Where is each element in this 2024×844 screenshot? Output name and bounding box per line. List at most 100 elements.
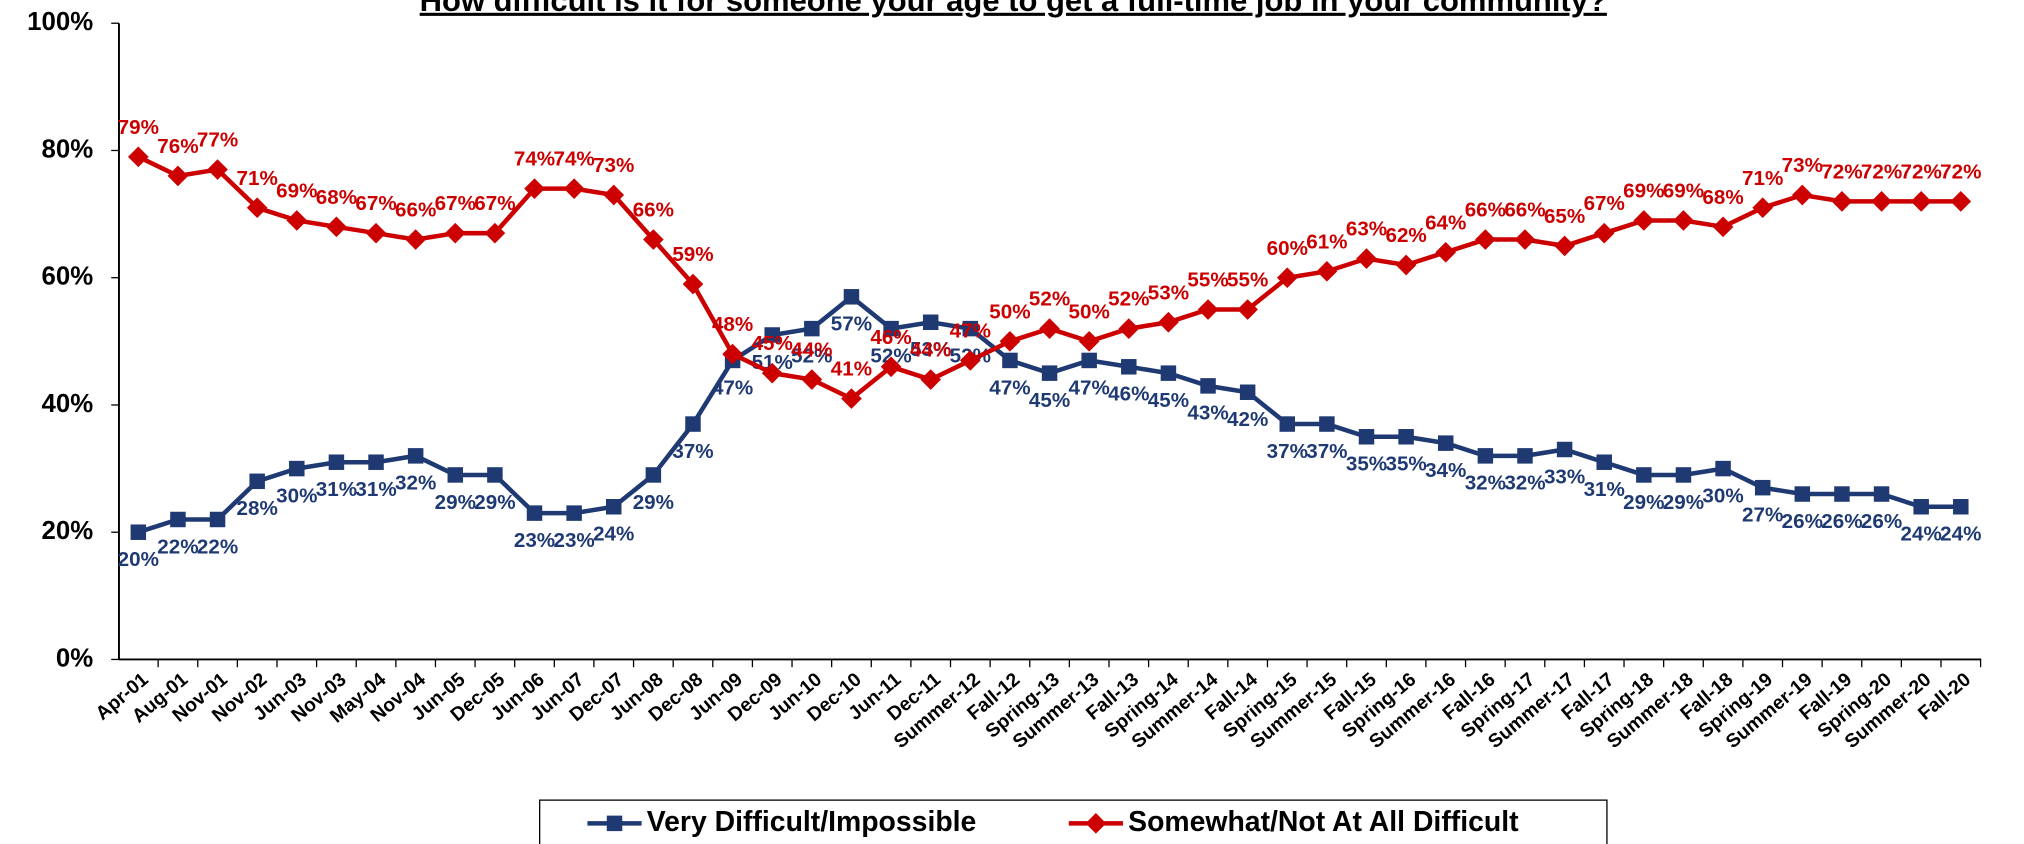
- marker: [127, 146, 149, 168]
- marker: [1554, 235, 1575, 257]
- data-label: 47%: [712, 376, 753, 399]
- data-label: 60%: [1267, 237, 1308, 260]
- marker: [484, 222, 506, 244]
- marker: [1754, 479, 1771, 496]
- data-label: 20%: [118, 548, 159, 571]
- marker: [1477, 448, 1494, 464]
- data-label: 66%: [395, 199, 436, 222]
- data-label: 50%: [989, 300, 1030, 323]
- marker: [606, 499, 622, 515]
- legend-label: Somewhat/Not At All Difficult: [1128, 806, 1519, 838]
- marker: [130, 524, 147, 540]
- data-label: 66%: [1465, 199, 1506, 222]
- data-label: 33%: [1544, 465, 1585, 488]
- marker: [685, 416, 701, 432]
- data-label: 32%: [1465, 472, 1506, 495]
- marker: [1834, 486, 1850, 502]
- data-label: 73%: [1782, 154, 1823, 177]
- data-label: 63%: [1346, 218, 1387, 241]
- data-label: 30%: [1702, 484, 1743, 507]
- data-label: 45%: [1148, 389, 1189, 412]
- data-label: 45%: [752, 332, 793, 355]
- marker: [1438, 435, 1454, 451]
- marker: [1041, 365, 1058, 381]
- data-label: 48%: [712, 313, 753, 336]
- data-label: 44%: [791, 339, 832, 362]
- marker: [286, 210, 308, 231]
- data-label: 79%: [118, 116, 159, 139]
- marker: [1239, 384, 1256, 400]
- marker: [1791, 184, 1813, 206]
- marker: [1121, 359, 1137, 375]
- marker: [167, 165, 189, 187]
- y-tick-label: 40%: [42, 390, 94, 418]
- data-label: 52%: [1108, 288, 1149, 311]
- y-tick-label: 20%: [42, 517, 94, 545]
- marker: [1953, 499, 1969, 515]
- data-label: 72%: [1901, 160, 1942, 183]
- data-label: 35%: [1385, 453, 1426, 476]
- data-label: 46%: [870, 326, 911, 349]
- marker: [1118, 318, 1140, 339]
- marker: [1950, 191, 1972, 212]
- data-label: 26%: [1782, 510, 1823, 533]
- legend-marker: [1085, 813, 1107, 834]
- marker: [1358, 429, 1375, 445]
- data-label: 46%: [1108, 383, 1149, 406]
- data-label: 44%: [910, 339, 951, 362]
- marker: [1356, 248, 1377, 269]
- data-label: 32%: [1504, 472, 1545, 495]
- data-label: 34%: [1425, 459, 1466, 482]
- data-label: 72%: [1940, 160, 1981, 183]
- data-label: 59%: [672, 243, 713, 266]
- data-label: 26%: [1821, 510, 1862, 533]
- y-tick-label: 0%: [56, 644, 93, 672]
- data-label: 41%: [831, 358, 872, 381]
- data-label: 68%: [316, 186, 357, 209]
- data-label: 29%: [1663, 491, 1704, 514]
- marker: [1276, 267, 1298, 289]
- marker: [883, 320, 899, 337]
- data-label: 52%: [870, 344, 911, 367]
- y-tick-label: 100%: [27, 8, 93, 36]
- marker: [1237, 299, 1258, 320]
- marker: [722, 343, 743, 365]
- data-label: 55%: [1227, 269, 1268, 292]
- data-label: 67%: [474, 192, 515, 215]
- data-label: 24%: [1901, 523, 1942, 546]
- marker: [1871, 191, 1892, 212]
- data-label: 29%: [435, 491, 476, 514]
- data-label: 71%: [1742, 167, 1783, 190]
- marker: [1197, 299, 1219, 320]
- marker: [962, 320, 979, 337]
- marker: [1673, 210, 1694, 231]
- data-label: 66%: [633, 199, 674, 222]
- data-label: 42%: [1227, 408, 1268, 431]
- data-label: 71%: [237, 167, 278, 190]
- marker: [1752, 197, 1774, 219]
- data-label: 35%: [1346, 453, 1387, 476]
- data-label: 23%: [553, 529, 594, 552]
- data-label: 22%: [197, 535, 238, 558]
- data-label: 28%: [237, 497, 278, 520]
- marker: [1081, 352, 1097, 369]
- data-label: 32%: [395, 472, 436, 495]
- data-label: 67%: [1584, 192, 1625, 215]
- data-label: 52%: [791, 344, 832, 367]
- marker: [1712, 216, 1734, 238]
- data-label: 47%: [1069, 376, 1110, 399]
- data-label: 53%: [910, 338, 951, 361]
- data-label: 67%: [355, 192, 396, 215]
- marker: [1715, 460, 1731, 477]
- marker: [289, 460, 305, 477]
- data-label: 37%: [1267, 440, 1308, 463]
- marker: [487, 467, 503, 483]
- marker: [1316, 261, 1338, 282]
- marker: [1593, 222, 1615, 244]
- marker: [1910, 191, 1932, 212]
- marker: [1556, 441, 1573, 458]
- marker: [1514, 229, 1536, 250]
- data-label: 69%: [1623, 180, 1664, 203]
